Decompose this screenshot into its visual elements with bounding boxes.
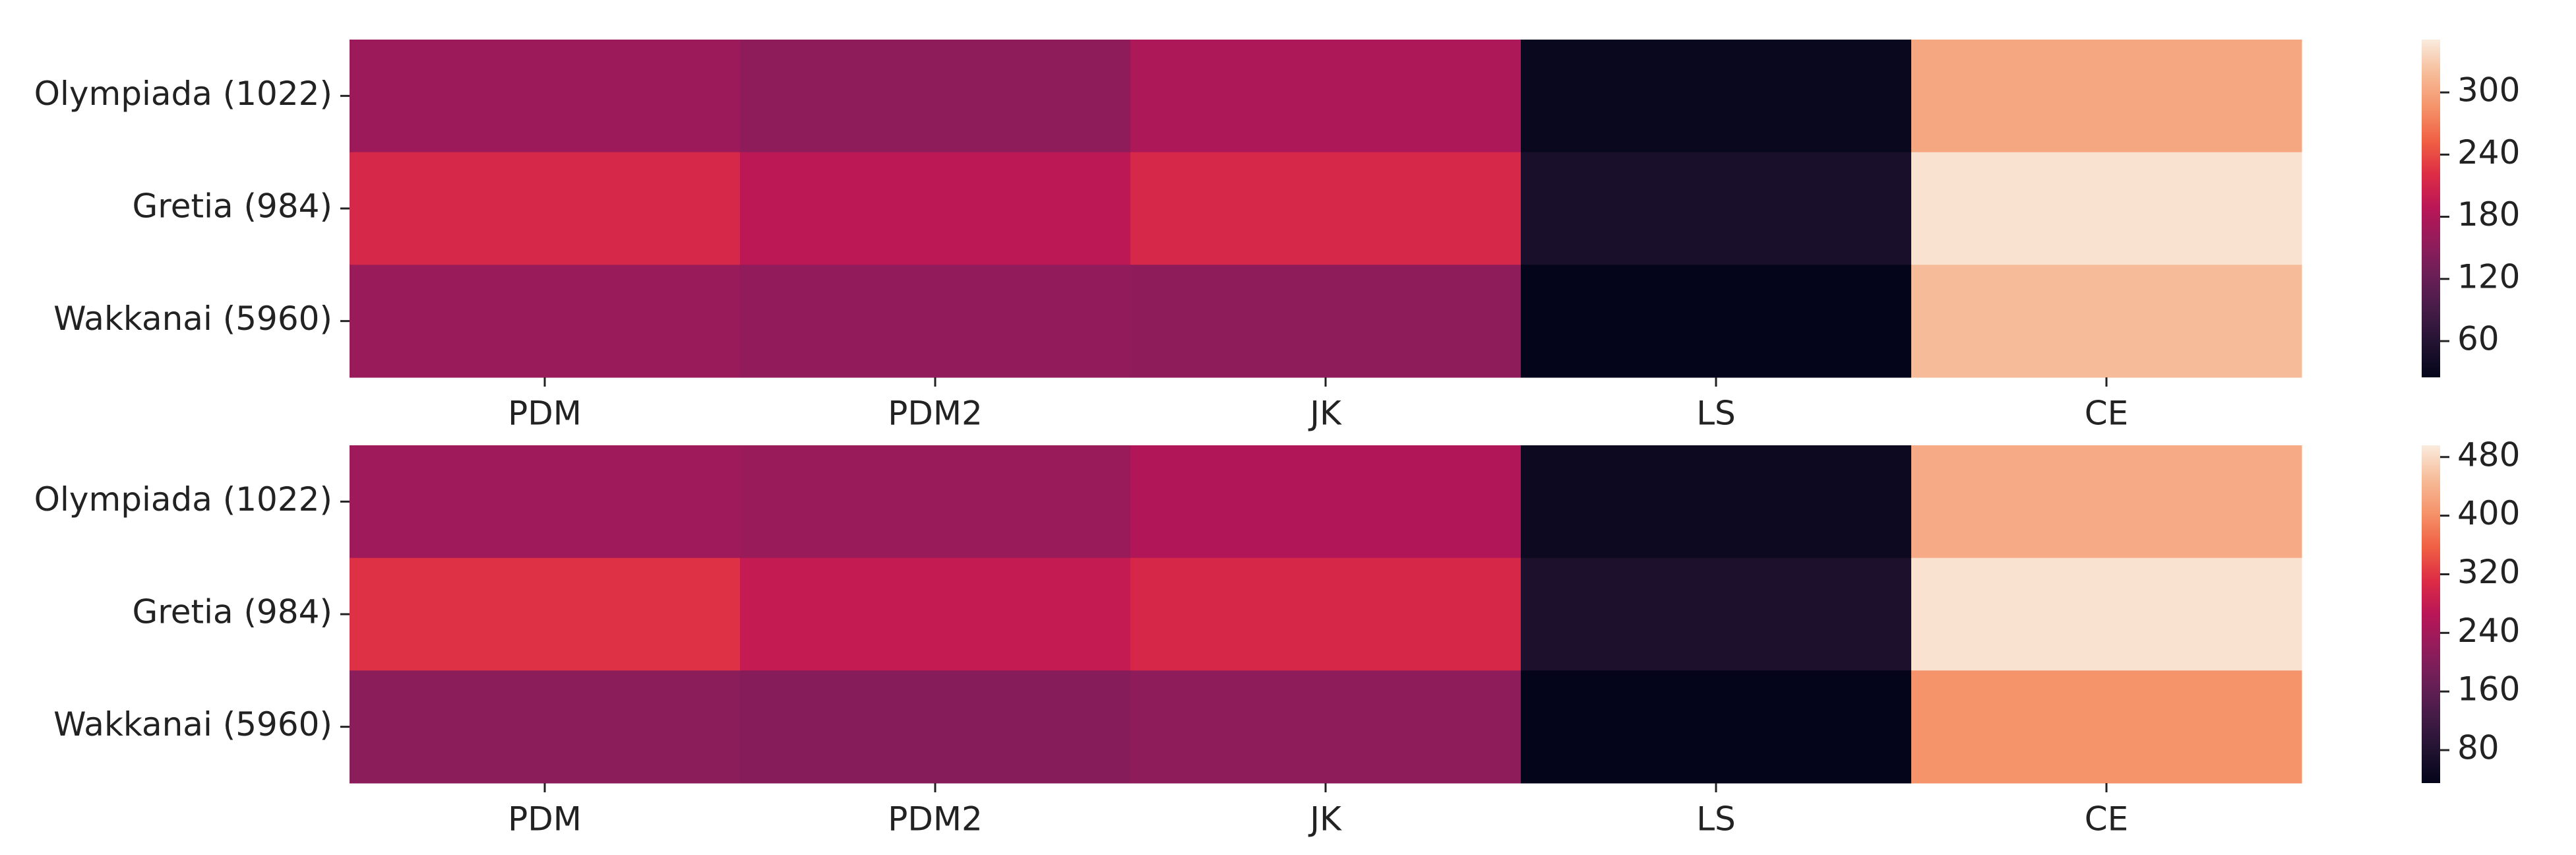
x-tick-label: LS	[1696, 395, 1736, 433]
colorbar-tick-label: 300	[2457, 71, 2520, 110]
heatmap-cell	[1521, 40, 1912, 153]
heatmap-cell	[1521, 670, 1912, 784]
y-tick-label: Olympiada (1022)	[34, 480, 332, 519]
heatmap-cell	[740, 40, 1131, 153]
colorbar-tick-label: 160	[2457, 670, 2520, 709]
heatmap-cell	[740, 152, 1131, 265]
heatmap-cell	[350, 152, 741, 265]
heatmap-cell	[350, 40, 741, 153]
heatmap-cell	[1911, 265, 2302, 378]
y-tick-label: Gretia (984)	[133, 187, 332, 226]
heatmap-cell	[1521, 557, 1912, 671]
colorbar-tick-label: 120	[2457, 257, 2520, 296]
colorbar-tick-label: 320	[2457, 553, 2520, 591]
y-tick-label: Wakkanai (5960)	[53, 300, 332, 338]
heatmap-cell	[350, 265, 741, 378]
heatmap-cell	[740, 670, 1131, 784]
heatmap-cell	[740, 557, 1131, 671]
colorbar-tick-label: 400	[2457, 494, 2520, 532]
heatmap-cell	[350, 445, 741, 559]
heatmap-cell	[350, 670, 741, 784]
heatmap-cell	[1521, 445, 1912, 559]
heatmap-cell	[1130, 265, 1521, 378]
x-tick-label: PDM	[508, 800, 582, 839]
colorbar-tick-label: 80	[2457, 729, 2499, 767]
colorbar	[2422, 40, 2440, 377]
x-tick-label: PDM2	[888, 800, 983, 839]
heatmap-cell	[1521, 265, 1912, 378]
x-tick-label: CE	[2085, 800, 2129, 839]
heatmap-cell	[1911, 445, 2302, 559]
heatmap-cell	[1911, 670, 2302, 784]
x-tick-label: PDM	[508, 395, 582, 433]
heatmap-cell	[740, 265, 1131, 378]
heatmap-cell	[1130, 557, 1521, 671]
heatmap-cell	[1911, 557, 2302, 671]
colorbar-tick-label: 480	[2457, 435, 2520, 474]
colorbar-tick-label: 180	[2457, 195, 2520, 234]
heatmap-cell	[1911, 40, 2302, 153]
x-tick-label: PDM2	[888, 395, 983, 433]
heatmap-cell	[350, 557, 741, 671]
y-tick-label: Wakkanai (5960)	[53, 705, 332, 744]
y-tick-label: Olympiada (1022)	[34, 75, 332, 113]
x-tick-label: JK	[1308, 800, 1342, 839]
colorbar-tick-label: 240	[2457, 133, 2520, 172]
colorbar	[2422, 445, 2440, 783]
heatmap-cell	[1130, 40, 1521, 153]
heatmap-cell	[1911, 152, 2302, 265]
heatmap-cell	[1130, 670, 1521, 784]
colorbar-tick-label: 240	[2457, 612, 2520, 650]
x-tick-label: CE	[2085, 395, 2129, 433]
heatmap-cell	[1521, 152, 1912, 265]
y-tick-label: Gretia (984)	[133, 593, 332, 631]
heatmap-cell	[1130, 152, 1521, 265]
x-tick-label: LS	[1696, 800, 1736, 839]
heatmap-cell	[1130, 445, 1521, 559]
colorbar-tick-label: 60	[2457, 320, 2499, 358]
heatmap-cell	[740, 445, 1131, 559]
x-tick-label: JK	[1308, 395, 1342, 433]
